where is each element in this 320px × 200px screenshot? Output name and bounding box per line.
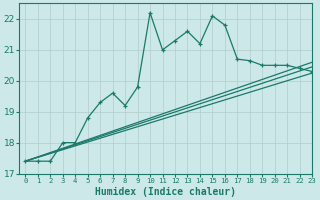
- X-axis label: Humidex (Indice chaleur): Humidex (Indice chaleur): [95, 186, 236, 197]
